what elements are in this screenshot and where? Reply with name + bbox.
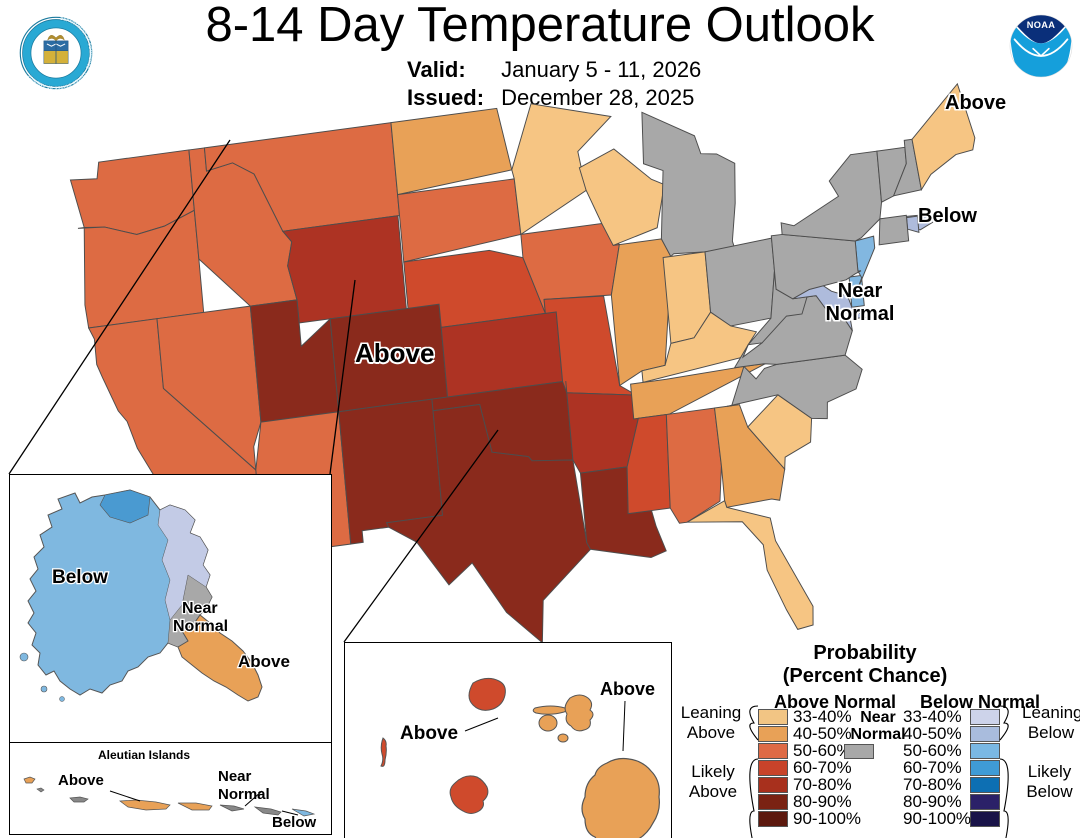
svg-text:Below: Below [272, 814, 317, 831]
svg-text:Near: Near [218, 768, 252, 785]
svg-text:Aleutian Islands: Aleutian Islands [98, 748, 190, 762]
svg-text:Above: Above [58, 772, 104, 789]
svg-text:Normal: Normal [173, 618, 228, 635]
svg-text:Near: Near [182, 600, 218, 617]
svg-text:Normal: Normal [218, 786, 270, 803]
svg-text:Below: Below [52, 567, 108, 588]
svg-text:Above: Above [238, 652, 290, 671]
svg-text:Above: Above [400, 723, 458, 744]
svg-text:Above: Above [600, 679, 655, 699]
